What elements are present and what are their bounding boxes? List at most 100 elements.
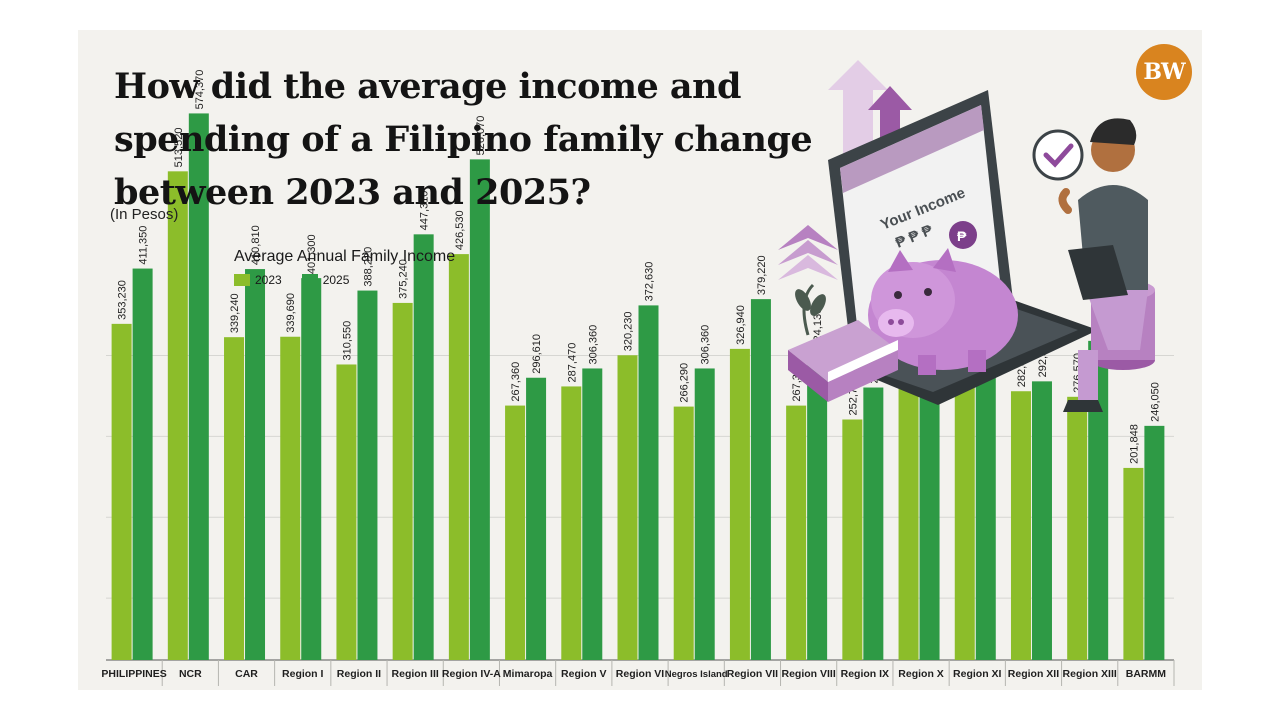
bar-2025 <box>301 278 322 660</box>
data-label-2025: 379,220 <box>756 255 768 295</box>
bar-2025 <box>469 159 490 660</box>
category-label: Region V <box>561 668 607 680</box>
chart-title: Average Annual Family Income <box>234 248 456 265</box>
bar-2025 <box>413 234 434 660</box>
data-label-2025: 526,070 <box>475 116 487 156</box>
data-label-2025: 246,050 <box>1149 382 1161 422</box>
bar-2025 <box>694 368 715 660</box>
piggy-bank-laptop-illustration: Your Income ₱ ₱ ₱ ₱ <box>778 60 1155 412</box>
piggy-bank-icon: ₱ <box>868 221 1018 375</box>
bar-2025 <box>863 387 884 660</box>
category-label: Region X <box>898 668 944 680</box>
bar-2023 <box>673 406 694 660</box>
data-label-2025: 372,630 <box>644 262 656 302</box>
bar-2023 <box>617 355 638 660</box>
data-label-2023: 266,290 <box>679 363 691 403</box>
data-label-2025: 388,220 <box>362 247 374 287</box>
bar-2023 <box>842 419 863 660</box>
category-label: Region III <box>392 668 439 680</box>
bar-2023 <box>224 337 245 660</box>
bar-2023 <box>111 323 132 660</box>
chevron-stack-icon <box>778 225 838 280</box>
infographic-panel: 353,230 411,350 PHILIPPINES 513,520 574,370 N… <box>78 30 1202 690</box>
bar-2023 <box>898 377 919 660</box>
data-label-2025: 296,610 <box>531 334 543 374</box>
category-label: BARMM <box>1126 668 1166 680</box>
category-label: Region VII <box>727 668 778 680</box>
bar-2023 <box>1067 396 1088 660</box>
legend-label-2023: 2023 <box>255 273 282 287</box>
category-label: Region IX <box>841 668 889 680</box>
data-label-2023: 201,848 <box>1128 424 1140 464</box>
data-label-2025: 401,300 <box>306 234 318 274</box>
bar-2023 <box>1123 467 1144 660</box>
data-label-2025: 411,350 <box>138 226 150 265</box>
data-label-2025: 447,310 <box>419 191 431 231</box>
data-label-2023: 267,360 <box>510 362 522 402</box>
category-label: Mimaropa <box>503 668 553 680</box>
legend-swatch-2025 <box>301 274 318 286</box>
bar-2023 <box>954 356 975 660</box>
bar-2025 <box>526 377 547 660</box>
legend-item-2023: 2023 <box>234 273 282 287</box>
bar-2025 <box>132 268 153 660</box>
legend: 2023 2025 <box>234 273 349 287</box>
bar-2025 <box>582 368 603 660</box>
bar-2023 <box>505 405 526 660</box>
bar-2023 <box>786 405 807 660</box>
data-label-2023: 320,230 <box>623 311 635 351</box>
data-label-2023: 353,230 <box>117 280 129 320</box>
bar-2025 <box>750 299 771 660</box>
data-label-2023: 426,530 <box>454 210 466 250</box>
bar-2023 <box>167 171 188 660</box>
person-with-laptop-icon <box>1058 118 1148 412</box>
bar-2025 <box>638 305 659 660</box>
legend-label-2025: 2025 <box>322 273 350 287</box>
data-label-2025: 574,370 <box>194 70 206 110</box>
brand-logo: BW <box>1136 44 1192 100</box>
category-label: PHILIPPINES <box>101 668 166 680</box>
bar-2025 <box>919 342 940 660</box>
bar-2023 <box>448 254 469 660</box>
bar-2025 <box>1088 340 1109 660</box>
category-label: CAR <box>235 668 258 680</box>
data-label-2023: 282,440 <box>1016 347 1028 387</box>
category-label: Region I <box>282 668 323 680</box>
bar-2023 <box>392 302 413 660</box>
data-label-2025: 306,360 <box>587 325 599 365</box>
bar-2023 <box>1010 391 1031 660</box>
bar-2023 <box>280 336 301 660</box>
category-label: Region II <box>337 668 381 680</box>
category-label: Region XII <box>1008 668 1059 680</box>
category-label: Region XIII <box>1063 668 1117 680</box>
data-label-2023: 513,520 <box>173 128 185 168</box>
plant-icon <box>795 283 826 336</box>
bar-2025 <box>357 290 378 660</box>
bar-2025 <box>975 320 996 660</box>
bar-2023 <box>336 364 357 660</box>
headline: How did the average income and spending … <box>114 66 813 213</box>
bar-2025 <box>188 113 209 660</box>
legend-item-2025: 2025 <box>301 273 350 287</box>
data-label-2023: 310,550 <box>341 321 353 361</box>
up-arrow-icon <box>828 60 912 170</box>
bar-2023 <box>729 348 750 660</box>
category-label: Negros Island <box>665 669 728 680</box>
data-label-2023: 375,240 <box>398 259 410 299</box>
unit-note: (In Pesos) <box>110 206 179 223</box>
bar-2025 <box>245 269 266 660</box>
data-label-2023: 339,240 <box>229 293 241 333</box>
data-label-2023: 326,940 <box>735 305 747 345</box>
bar-2025 <box>1144 425 1165 660</box>
cash-stack-icon <box>788 320 898 402</box>
category-label: Region VIII <box>781 668 835 680</box>
bar-2023 <box>561 386 582 660</box>
svg-text:₱: ₱ <box>957 228 967 244</box>
category-label: NCR <box>179 668 202 680</box>
category-label: Region IV-A <box>442 668 501 680</box>
category-label: Region XI <box>953 668 1002 680</box>
category-label: Region VI <box>616 668 665 680</box>
bar-2025 <box>1031 381 1052 660</box>
legend-swatch-2023 <box>234 274 250 286</box>
checkmark-bubble-icon <box>1032 129 1084 181</box>
